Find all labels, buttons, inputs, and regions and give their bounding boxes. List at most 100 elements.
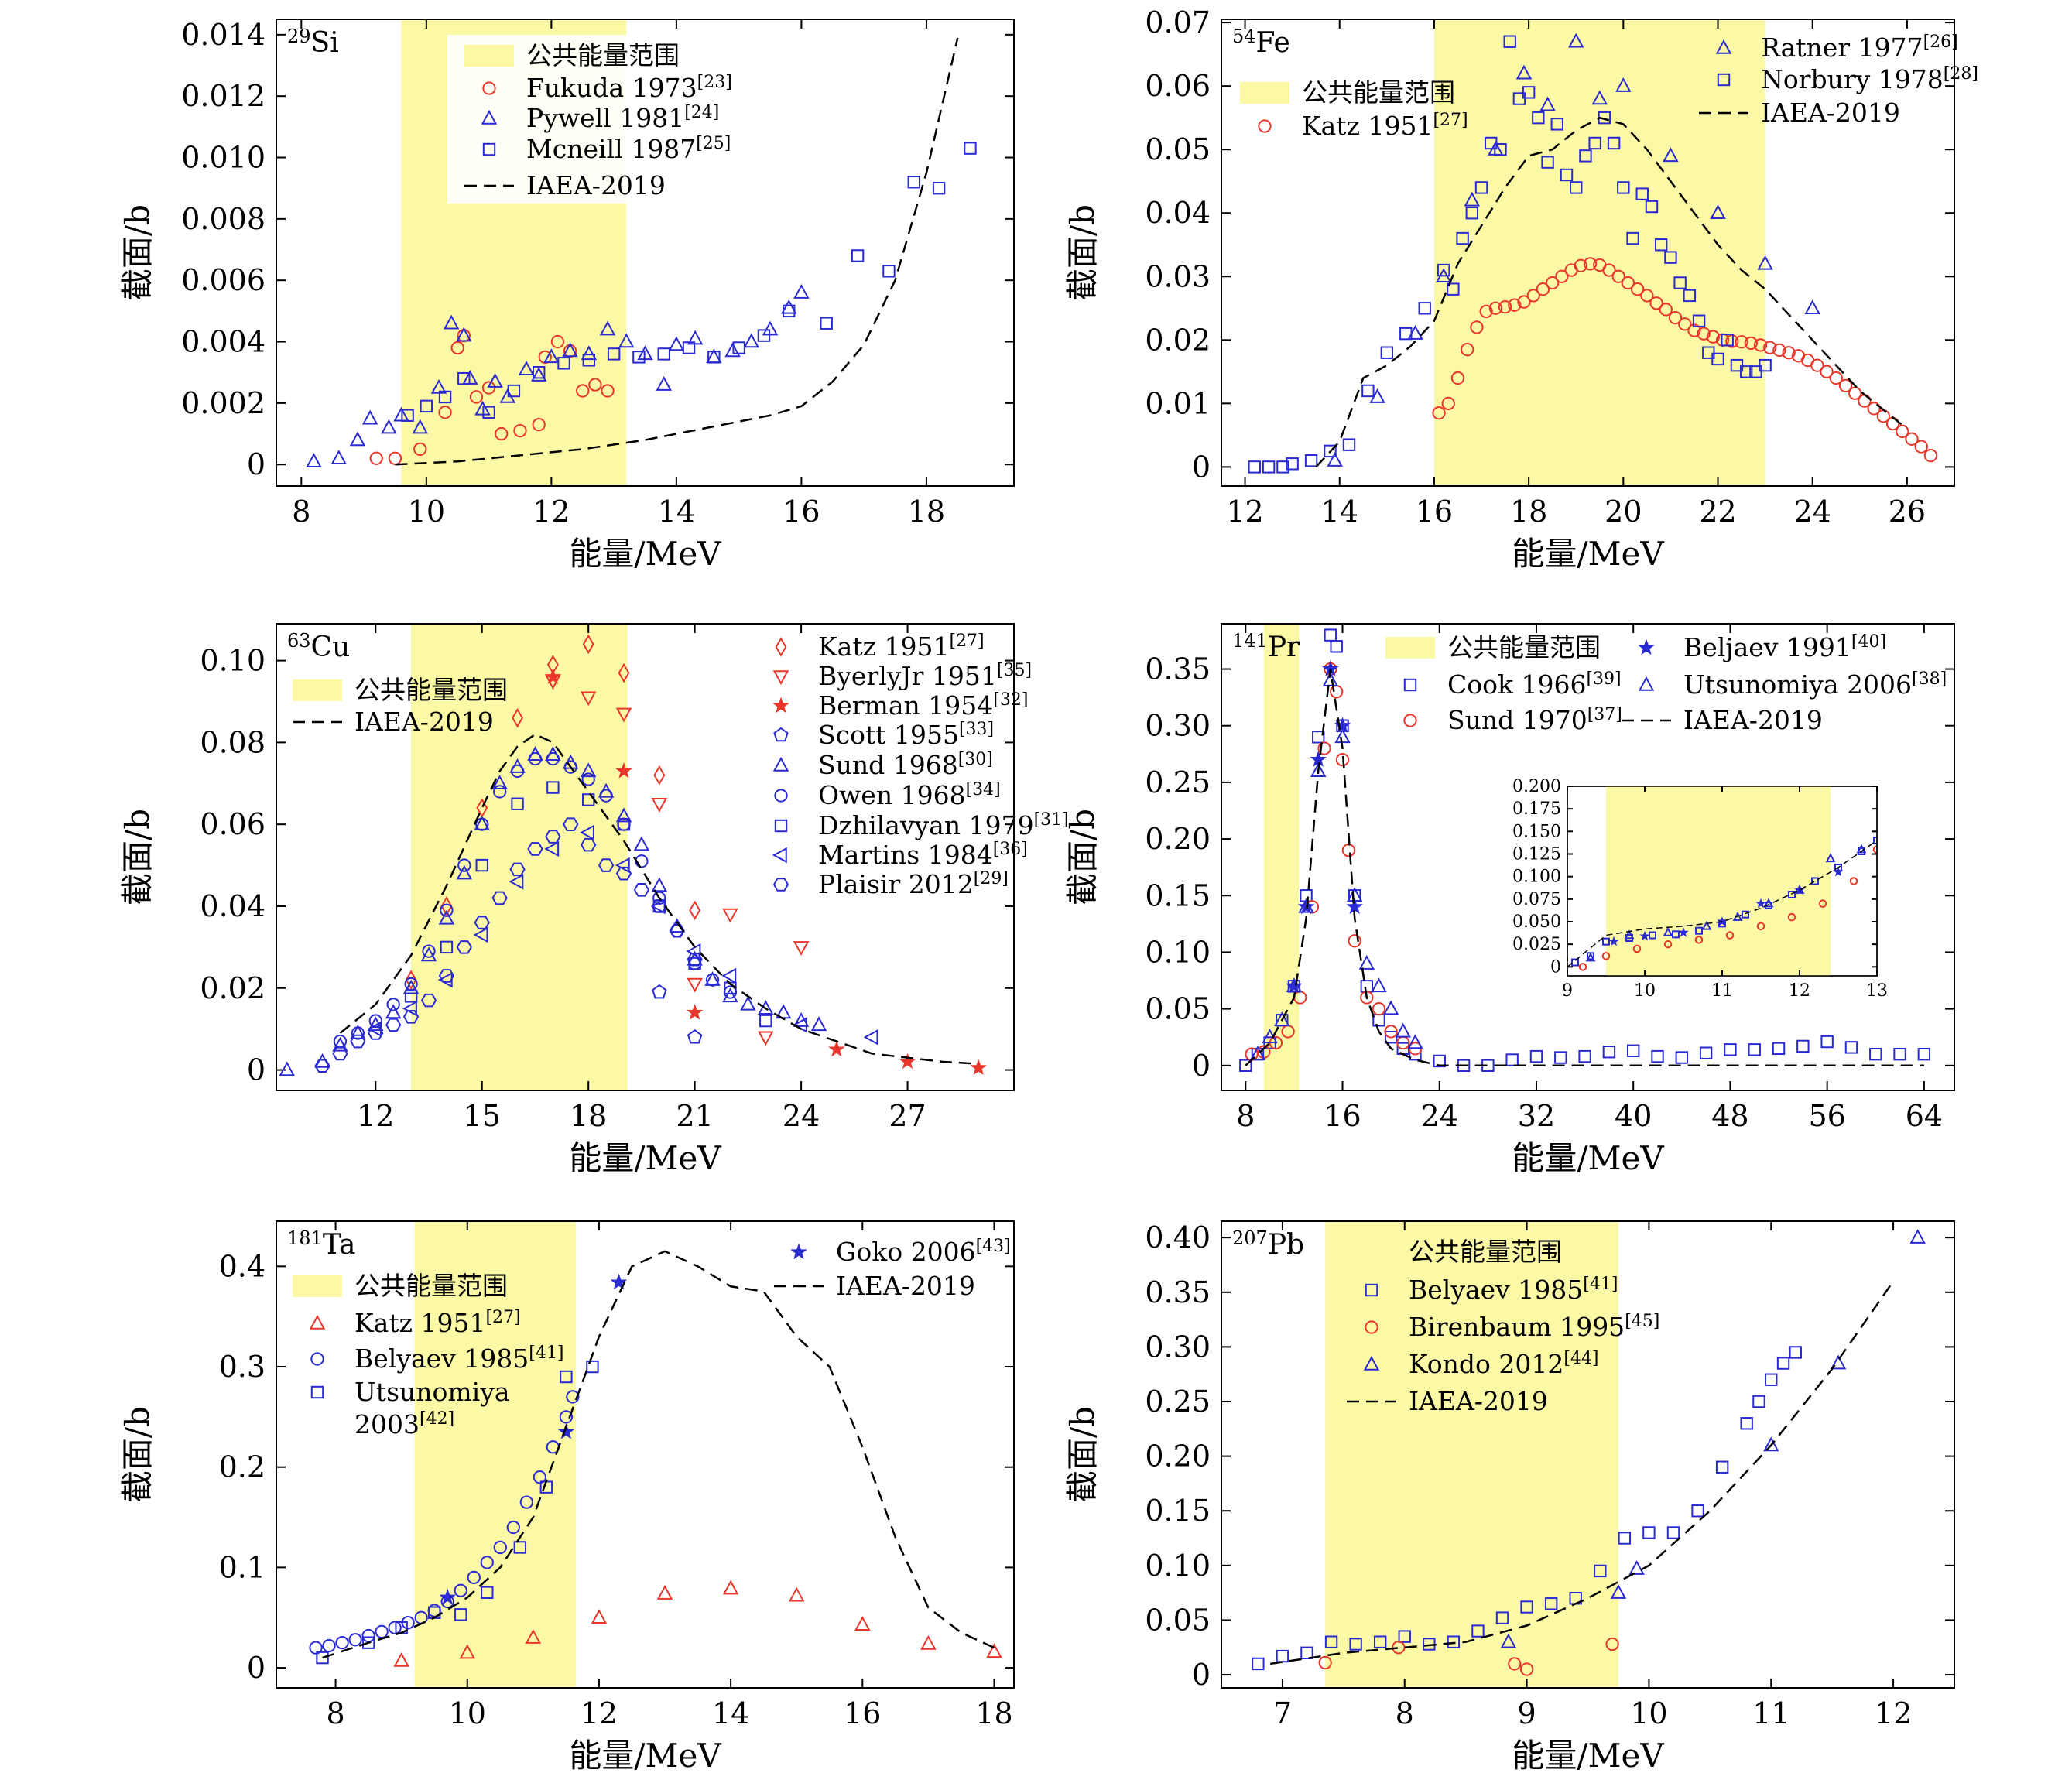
data-point-katz-1951 xyxy=(854,1616,871,1631)
data-point-katz-1951 xyxy=(1810,358,1824,372)
data-point-katz-1951 xyxy=(1923,448,1938,463)
data-point-sund-1968 xyxy=(758,1000,774,1015)
data-point-belyaev-1985 xyxy=(1324,1635,1338,1648)
data-point-katz-1951 xyxy=(525,1629,542,1644)
nucleus-label: 141Pr xyxy=(1232,630,1300,663)
data-point-sund-1970 xyxy=(1578,963,1587,971)
data-point-mcneill-1987 xyxy=(707,351,721,364)
data-point-byerlyjr-1951 xyxy=(580,691,597,707)
data-point-norbury-1978 xyxy=(1550,118,1563,131)
data-point-sund-1970 xyxy=(1348,934,1361,948)
x-tick-label: 10 xyxy=(449,1696,486,1730)
legend-ref: [27] xyxy=(485,1308,520,1327)
x-tick-label: 11 xyxy=(1752,1696,1789,1730)
data-point-katz-1951 xyxy=(1706,330,1721,344)
data-point-belyaev-1985 xyxy=(533,1470,547,1484)
data-point-katz-1951 xyxy=(1914,440,1928,454)
data-point-ratner-1977 xyxy=(1567,33,1584,48)
data-point-utsunomiya-2006 xyxy=(1358,954,1375,970)
data-point-martins-1984 xyxy=(473,926,488,943)
legend-label: Beljaev 1991[40] xyxy=(1683,632,1886,662)
data-point-cook-1966 xyxy=(1873,837,1877,844)
data-point-utsunomiya-2006 xyxy=(1701,920,1712,930)
legend-item: 公共能量范围 xyxy=(293,675,508,705)
data-point-mcneill-1987 xyxy=(757,329,771,342)
data-point-fukuda-1973 xyxy=(513,423,527,438)
legend-label: Utsunomiya xyxy=(354,1377,510,1407)
data-point-kondo-2012 xyxy=(1763,1436,1779,1452)
data-point-cook-1966 xyxy=(1626,1044,1640,1057)
common-energy-band xyxy=(414,1221,577,1688)
data-point-sund-1970 xyxy=(1849,877,1858,885)
mass-number: 181 xyxy=(287,1227,323,1249)
data-point-beljaev-1991 xyxy=(1608,936,1619,946)
data-point-norbury-1978 xyxy=(1512,92,1526,105)
x-tick-label: 14 xyxy=(658,495,695,529)
data-point-sund-1970 xyxy=(1384,1025,1398,1039)
data-point-plaisir-2012 xyxy=(368,1026,384,1040)
data-point-mcneill-1987 xyxy=(882,265,896,278)
data-point-pywell-1981 xyxy=(724,342,741,358)
mass-number: 29 xyxy=(287,26,311,47)
data-point-plaisir-2012 xyxy=(651,899,667,913)
data-point-norbury-1978 xyxy=(1730,358,1744,372)
legend-band-swatch xyxy=(293,679,342,701)
series-layer xyxy=(306,37,977,468)
data-point-cook-1966 xyxy=(1796,1039,1810,1053)
y-tick-label: 0.014 xyxy=(181,18,265,52)
data-point-fukuda-1973 xyxy=(532,418,546,432)
legend-marker-swatch xyxy=(790,1243,807,1260)
data-point-belyaev-1985 xyxy=(1740,1417,1753,1430)
data-point-utsunomiya-2003 xyxy=(481,1586,494,1600)
legend-label-text: Sund 1970 xyxy=(1447,705,1587,735)
data-point-katz-1951 xyxy=(1611,269,1625,283)
legend-marker-swatch xyxy=(772,756,789,772)
data-point-martins-1984 xyxy=(509,874,524,890)
data-point-beljaev-1991 xyxy=(1639,930,1650,941)
x-tick-label: 56 xyxy=(1808,1099,1845,1133)
legend-ref: [34] xyxy=(966,780,1001,799)
data-point-plaisir-2012 xyxy=(669,923,685,938)
element-symbol: Pr xyxy=(1268,632,1300,663)
data-point-owen-1968 xyxy=(422,944,436,958)
data-point-cook-1966 xyxy=(1649,931,1656,940)
y-tick-label: 0.04 xyxy=(200,889,265,923)
data-point-fukuda-1973 xyxy=(601,384,615,398)
legend-item: Utsunomiya 2006[38] xyxy=(1638,669,1947,700)
data-point-katz-1951 xyxy=(405,970,417,990)
data-point-katz-1951 xyxy=(1508,298,1522,312)
data-point-belyaev-1985 xyxy=(375,1624,389,1639)
data-point-belyaev-1985 xyxy=(1765,1373,1778,1386)
data-point-martins-1984 xyxy=(863,1029,878,1046)
data-point-norbury-1978 xyxy=(1494,142,1507,156)
legend-label-text: Utsunomiya 2006 xyxy=(1683,669,1912,700)
data-point-cook-1966 xyxy=(1529,1049,1543,1063)
legend-label: ByerlyJr 1951[35] xyxy=(818,661,1032,691)
mass-number: 207 xyxy=(1232,1227,1268,1249)
legend-ref: [44] xyxy=(1563,1349,1598,1368)
data-point-norbury-1978 xyxy=(1721,334,1734,347)
data-point-ratner-1977 xyxy=(1515,64,1533,80)
data-point-belyaev-1985 xyxy=(566,1390,580,1404)
legend-label: IAEA-2019 xyxy=(1409,1386,1548,1416)
data-point-katz-1951 xyxy=(1461,342,1474,357)
legend-label: Kondo 2012[44] xyxy=(1409,1349,1599,1379)
data-point-katz-1951 xyxy=(1725,334,1739,348)
data-point-cook-1966 xyxy=(1811,877,1819,885)
data-point-sund-1970 xyxy=(1872,845,1877,854)
data-point-belyaev-1985 xyxy=(1776,1357,1790,1370)
data-point-norbury-1978 xyxy=(1522,86,1536,99)
data-point-dzhilavyan-1979 xyxy=(759,1014,772,1028)
data-point-norbury-1978 xyxy=(1304,454,1318,467)
data-point-katz-1951 xyxy=(1848,386,1862,400)
data-point-berman-1954 xyxy=(686,1004,704,1020)
x-tick-label: 8 xyxy=(326,1696,344,1730)
data-point-belyaev-1985 xyxy=(454,1583,467,1597)
data-point-belyaev-1985 xyxy=(322,1638,336,1653)
data-point-kondo-2012 xyxy=(1830,1354,1847,1370)
legend-label: Fukuda 1973[23] xyxy=(526,73,732,103)
y-tick-label: 0.006 xyxy=(181,263,265,297)
nucleus-label: 54Fe xyxy=(1232,26,1290,59)
data-point-norbury-1978 xyxy=(1465,207,1479,220)
data-point-utsunomiya-2006 xyxy=(1322,672,1339,686)
